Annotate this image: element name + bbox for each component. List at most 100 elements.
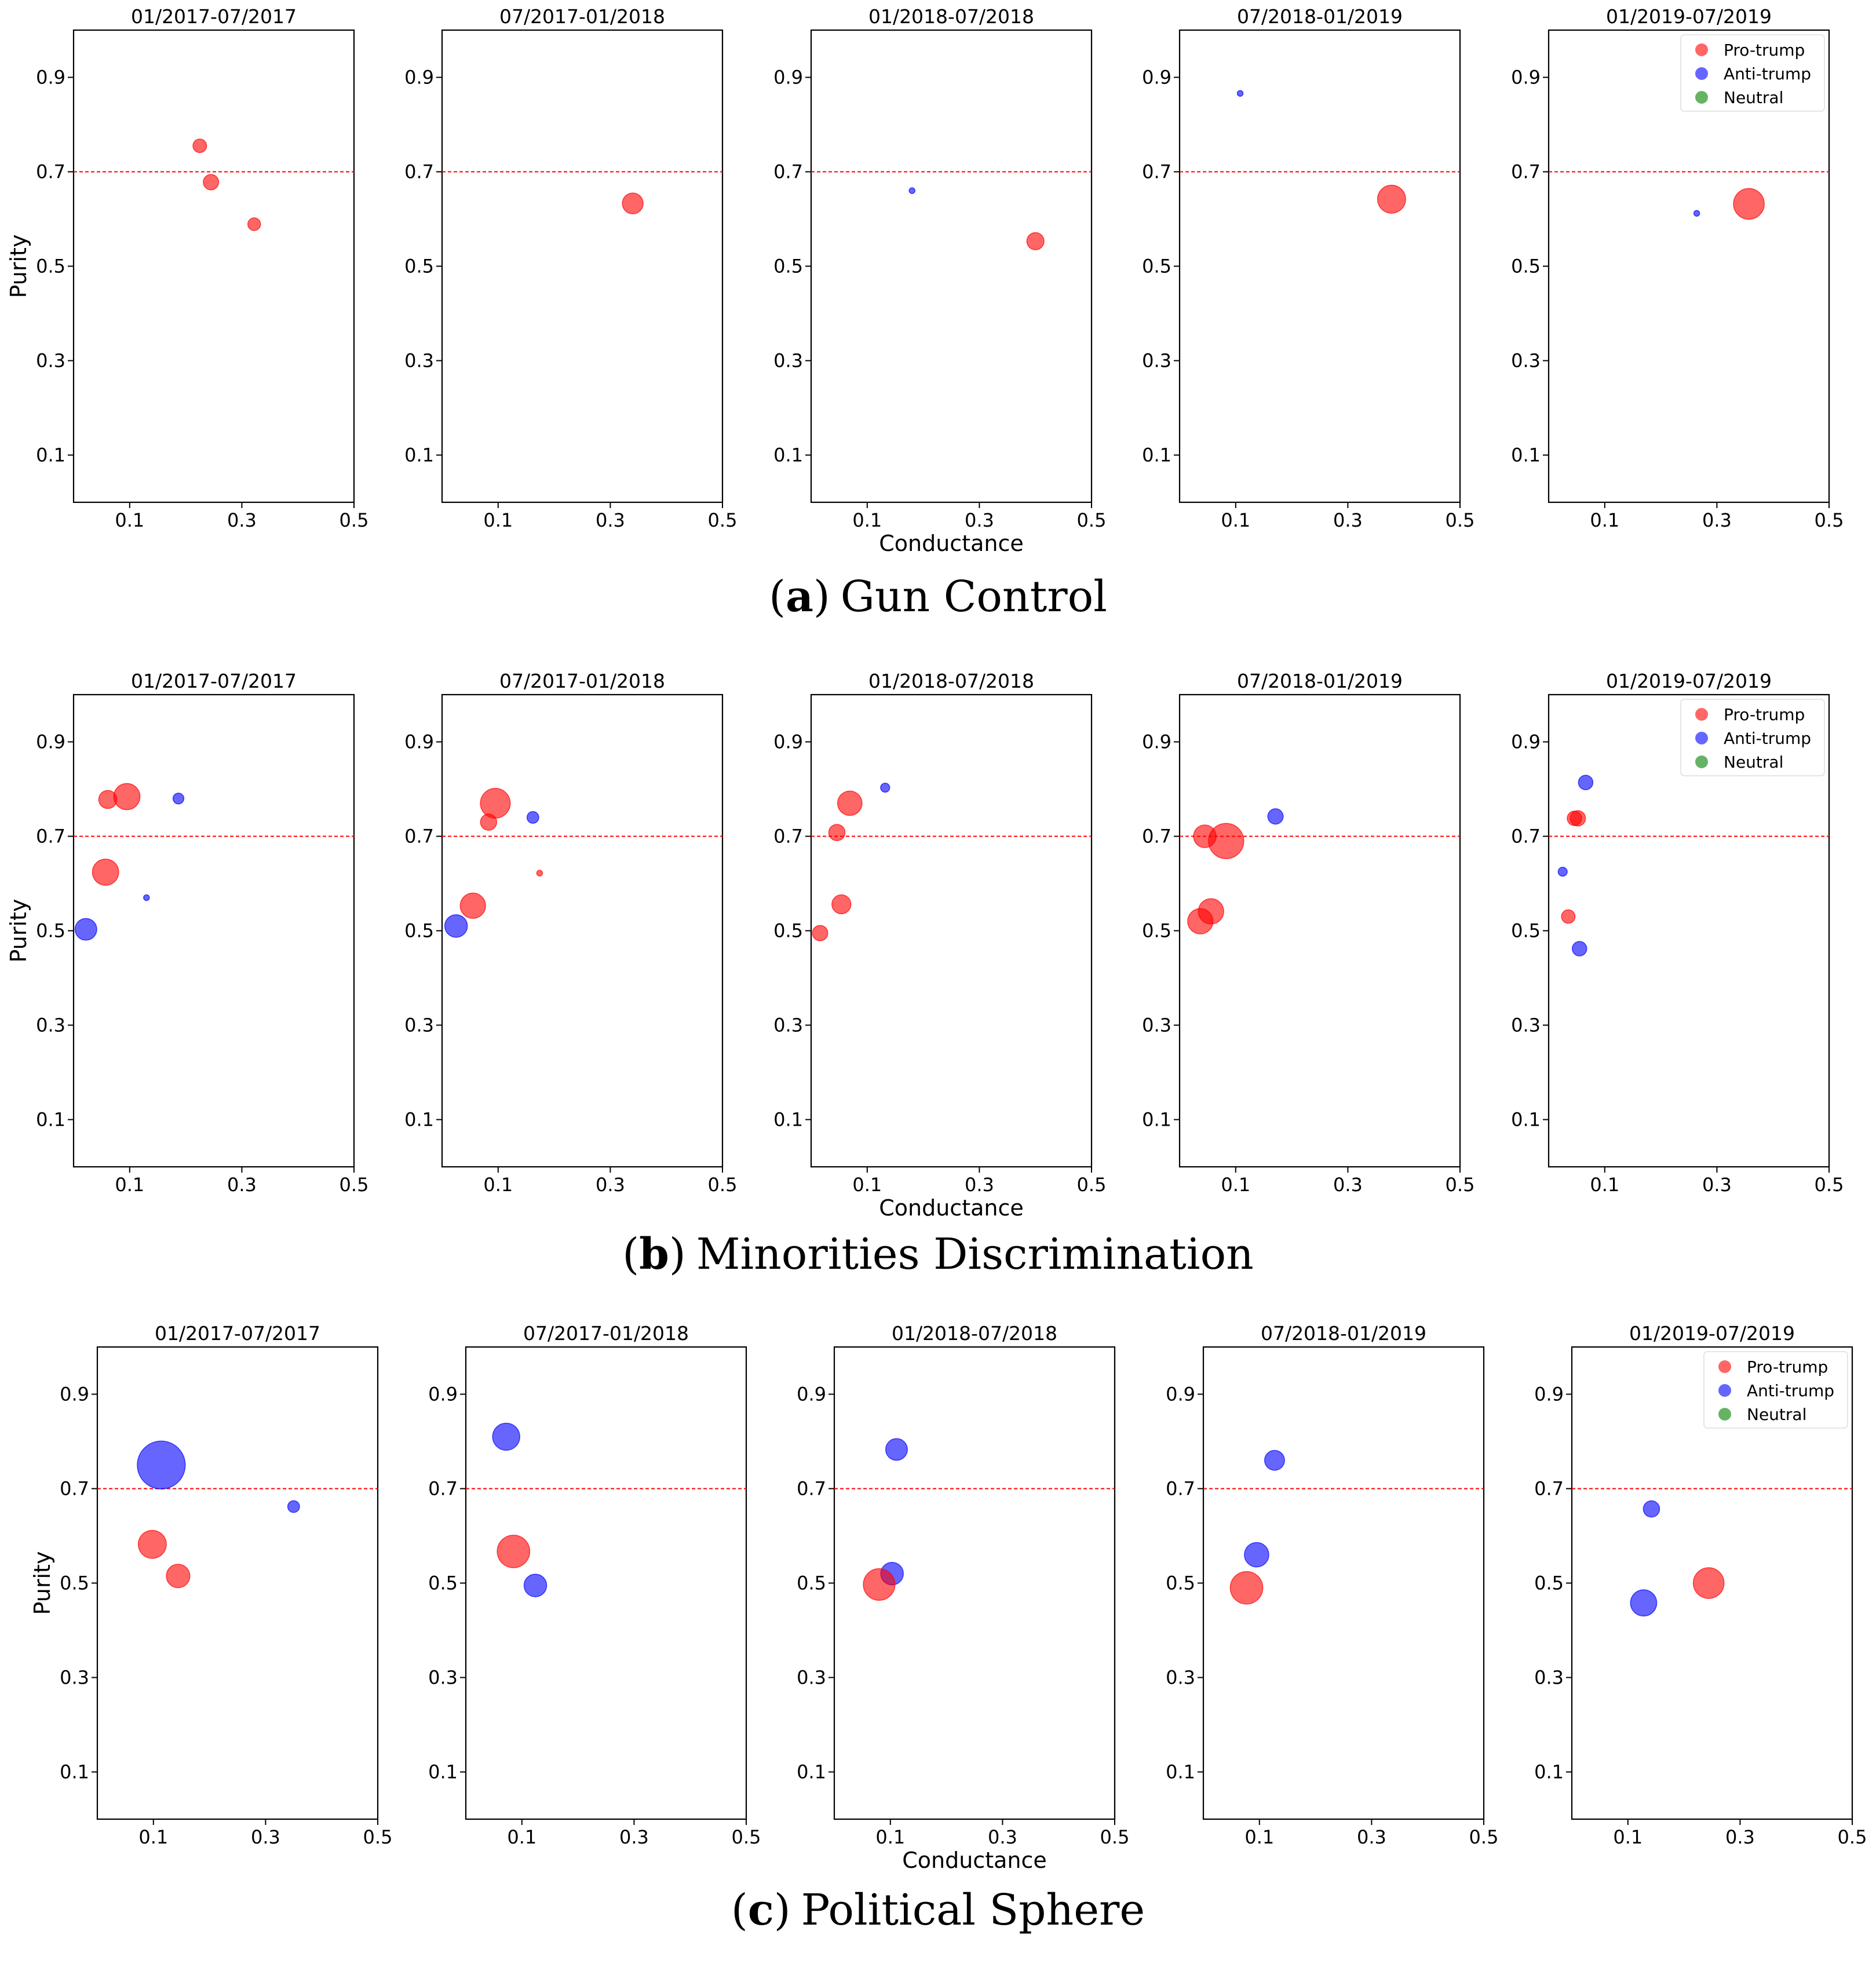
y-tick-label: 0.5 <box>773 255 803 278</box>
y-tick-label: 0.5 <box>1166 1572 1195 1594</box>
legend-box <box>1703 1351 1848 1429</box>
y-tick-label: 0.3 <box>773 1014 803 1036</box>
legend-label: Pro-trump <box>1724 705 1805 724</box>
axes-frame <box>441 29 724 503</box>
axes-frame <box>810 29 1093 503</box>
pro-trump-point <box>247 217 261 231</box>
y-tick-label: 0.3 <box>1511 350 1541 372</box>
caption-text: Political Sphere <box>801 1885 1145 1935</box>
axes-frame <box>465 1346 747 1820</box>
y-tick-label: 0.7 <box>1511 826 1541 848</box>
y-tick-label: 0.3 <box>36 1014 65 1036</box>
x-tick-label: 0.5 <box>708 1174 738 1196</box>
panel-c-4: 07/2018-01/2019 0.1 0.3 0.5 0.7 0.9 0.1 0.3 0.5 <box>1166 1322 1498 1848</box>
x-tick-label: 0.5 <box>708 509 738 531</box>
x-tick-label: 0.3 <box>251 1826 280 1848</box>
legend: Pro-trump Anti-trump Neutral <box>1703 1351 1848 1429</box>
y-tick-label: 0.5 <box>36 920 65 942</box>
y-tick-label: 0.7 <box>36 161 65 183</box>
y-tick-label: 0.1 <box>773 444 803 466</box>
legend-label: Pro-trump <box>1747 1357 1828 1377</box>
pro-trump-point <box>1733 188 1765 220</box>
legend-label: Neutral <box>1747 1405 1806 1424</box>
y-tick-label: 0.1 <box>1511 1109 1541 1131</box>
legend-marker-pro-trump <box>1695 708 1708 721</box>
axes-frame <box>1178 29 1461 503</box>
panel-title: 07/2017-01/2018 <box>499 670 665 692</box>
legend-label: Neutral <box>1724 88 1783 107</box>
x-tick-label: 0.3 <box>965 509 994 531</box>
y-tick-label: 0.7 <box>60 1478 89 1500</box>
y-tick-label: 0.3 <box>404 1014 434 1036</box>
pro-trump-point <box>113 783 141 811</box>
panel-c-3: 01/2018-07/2018 0.1 0.3 0.5 0.7 0.9 0.1 0.3 0.5 C… <box>797 1322 1129 1873</box>
legend-box <box>1680 699 1825 776</box>
legend-marker-pro-trump <box>1695 43 1708 56</box>
anti-trump-point <box>74 918 97 941</box>
x-tick-label: 0.5 <box>1077 1174 1107 1196</box>
anti-trump-point <box>1244 1542 1269 1568</box>
x-tick-label: 0.3 <box>1333 509 1363 531</box>
x-tick-label: 0.1 <box>483 509 513 531</box>
row-caption: (a) Gun Control <box>769 572 1107 622</box>
y-tick-label: 0.1 <box>1142 1109 1171 1131</box>
x-tick-label: 0.5 <box>1815 1174 1844 1196</box>
x-tick-label: 0.1 <box>1590 1174 1619 1196</box>
y-tick-label: 0.1 <box>773 1109 803 1131</box>
y-tick-label: 0.9 <box>1142 731 1171 753</box>
y-tick-label: 0.9 <box>404 731 434 753</box>
y-tick-label: 0.9 <box>797 1383 826 1406</box>
x-tick-label: 0.3 <box>965 1174 994 1196</box>
panel-a-3: 01/2018-07/2018 0.1 0.3 0.5 0.7 0.9 0.1 0.3 0.5 C… <box>773 5 1106 556</box>
x-tick-label: 0.3 <box>988 1826 1017 1848</box>
caption-letter: b <box>639 1229 669 1279</box>
x-tick-label: 0.1 <box>115 509 144 531</box>
y-tick-label: 0.1 <box>60 1761 89 1783</box>
legend-marker-neutral <box>1695 91 1708 104</box>
x-tick-label: 0.3 <box>1702 509 1732 531</box>
anti-trump-point <box>172 793 185 805</box>
y-tick-label: 0.7 <box>1142 826 1171 848</box>
legend-marker-neutral <box>1695 755 1708 768</box>
x-tick-label: 0.3 <box>227 509 257 531</box>
anti-trump-point <box>1267 808 1284 825</box>
x-tick-label: 0.1 <box>483 1174 513 1196</box>
y-tick-label: 0.3 <box>60 1667 89 1689</box>
y-axis-label: Purity <box>30 1552 55 1615</box>
panel-title: 01/2019-07/2019 <box>1606 5 1772 28</box>
x-tick-label: 0.5 <box>340 509 369 531</box>
caption-open: ( <box>622 1229 639 1279</box>
anti-trump-point <box>1643 1500 1660 1518</box>
panel-b-5: 01/2019-07/2019 0.1 0.3 0.5 0.7 0.9 0.1 0.3 0.5 P… <box>1511 670 1844 1196</box>
panel-title: 01/2019-07/2019 <box>1606 670 1772 692</box>
y-tick-label: 0.9 <box>1511 731 1541 753</box>
y-tick-label: 0.9 <box>36 67 65 89</box>
y-tick-label: 0.1 <box>1166 1761 1195 1783</box>
pro-trump-point <box>1208 823 1244 859</box>
x-tick-label: 0.3 <box>1725 1826 1755 1848</box>
x-tick-label: 0.5 <box>1100 1826 1130 1848</box>
row-caption: (b) Minorities Discrimination <box>622 1229 1254 1279</box>
pro-trump-point <box>812 925 828 941</box>
pro-trump-point <box>1692 1567 1725 1599</box>
panel-title: 01/2017-07/2017 <box>155 1322 320 1345</box>
x-tick-label: 0.1 <box>1221 509 1250 531</box>
anti-trump-point <box>1236 90 1244 97</box>
x-tick-label: 0.1 <box>115 1174 144 1196</box>
axes-frame <box>1178 693 1461 1168</box>
legend-label: Neutral <box>1724 753 1783 772</box>
pro-trump-point <box>828 824 846 841</box>
y-tick-label: 0.9 <box>773 731 803 753</box>
anti-trump-point <box>1557 867 1568 877</box>
y-tick-label: 0.1 <box>1142 444 1171 466</box>
pro-trump-point <box>203 174 220 191</box>
y-tick-label: 0.3 <box>1534 1667 1564 1689</box>
pro-trump-point <box>1561 909 1576 924</box>
legend-marker-neutral <box>1718 1408 1731 1421</box>
anti-trump-point <box>1572 941 1587 957</box>
axes-frame <box>441 693 724 1168</box>
x-tick-label: 0.1 <box>1221 1174 1250 1196</box>
